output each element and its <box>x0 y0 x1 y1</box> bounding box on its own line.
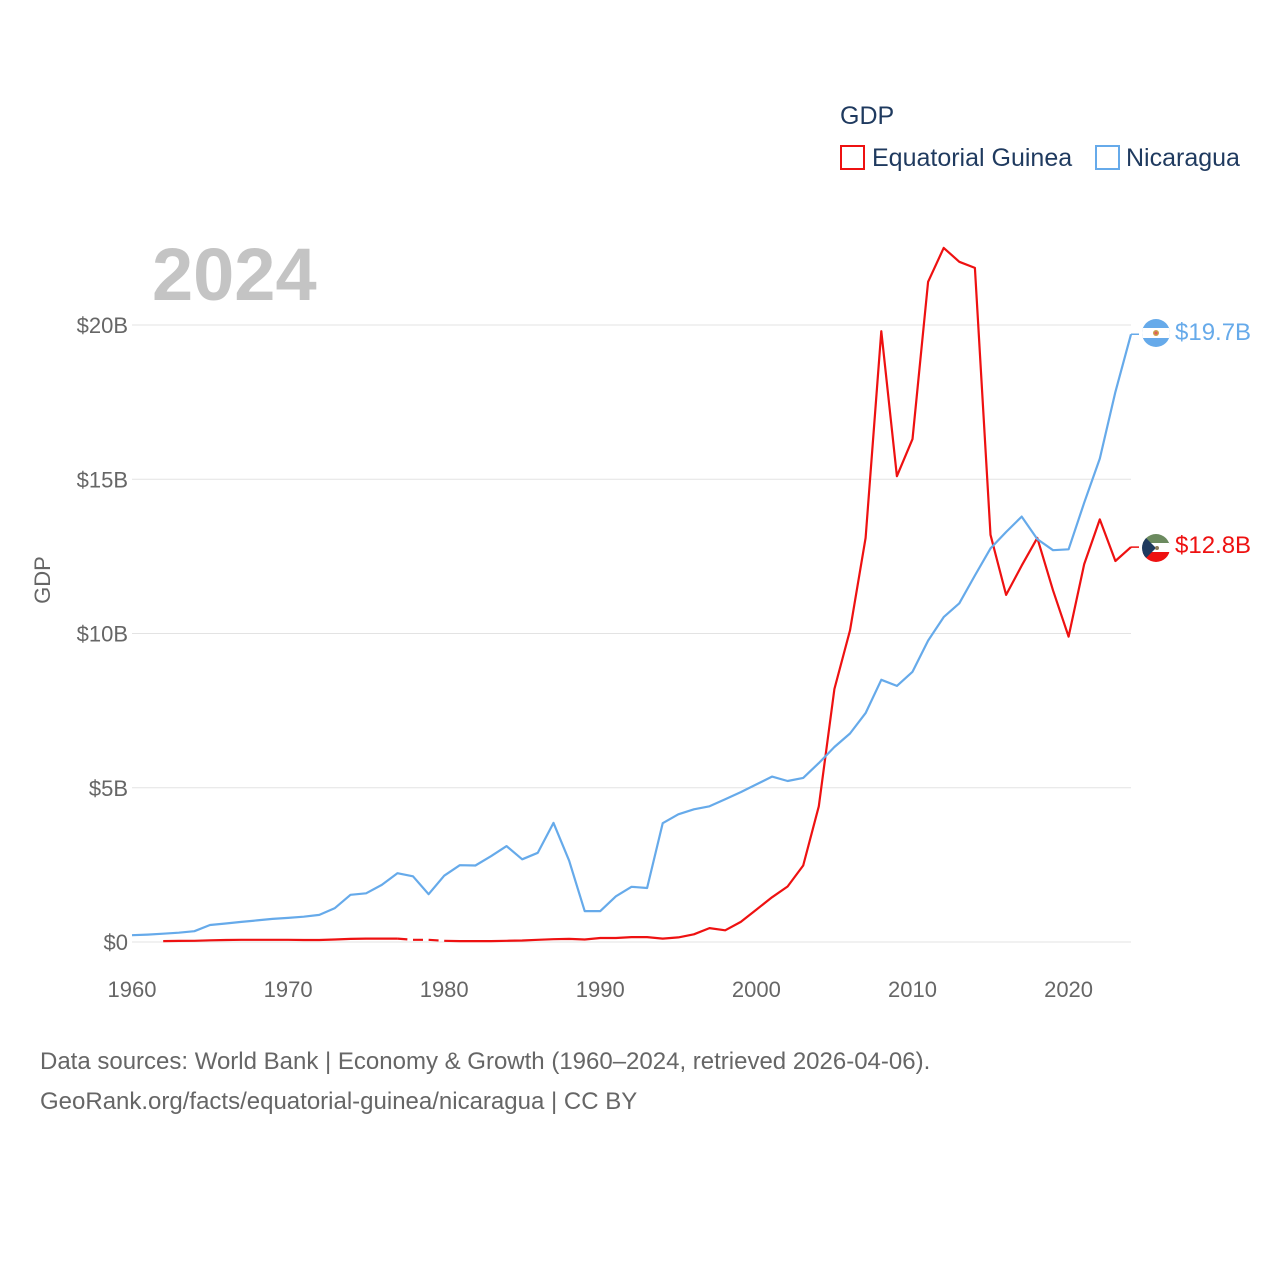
nicaragua-flag-icon <box>1142 319 1170 347</box>
footer-source: Data sources: World Bank | Economy & Gro… <box>40 1042 930 1122</box>
equatorial-guinea-flag-icon <box>1142 534 1170 562</box>
y-tick-label: $10B <box>77 622 128 647</box>
x-tick-label: 2000 <box>732 977 781 1002</box>
end-value-label-nicaragua: $19.7B <box>1175 319 1251 346</box>
legend-swatch-equatorial-guinea[interactable] <box>840 145 865 170</box>
x-axis-ticks: 1960 1970 1980 1990 2000 2010 2020 <box>108 977 1094 1002</box>
y-tick-label: $0 <box>104 930 128 955</box>
series-line-nicaragua[interactable] <box>131 334 1133 937</box>
legend-label-equatorial-guinea[interactable]: Equatorial Guinea <box>872 144 1072 172</box>
grid-lines <box>132 324 1131 943</box>
y-tick-label: $20B <box>77 313 128 338</box>
legend-swatch-nicaragua[interactable] <box>1095 145 1120 170</box>
legend-label-nicaragua[interactable]: Nicaragua <box>1126 144 1240 172</box>
x-tick-label: 2020 <box>1044 977 1093 1002</box>
y-axis-ticks: $0 $5B $10B $15B $20B <box>77 313 128 955</box>
series-line-equatorial-guinea[interactable] <box>163 246 1132 943</box>
x-tick-label: 1990 <box>576 977 625 1002</box>
footer-source-line-1: Data sources: World Bank | Economy & Gro… <box>40 1048 931 1075</box>
end-value-label-equatorial-guinea: $12.8B <box>1175 532 1251 559</box>
x-tick-label: 1970 <box>264 977 313 1002</box>
legend-title: GDP <box>840 102 894 130</box>
footer-source-line-2[interactable]: GeoRank.org/facts/equatorial-guinea/nica… <box>40 1088 638 1115</box>
x-tick-label: 2010 <box>888 977 937 1002</box>
y-tick-label: $5B <box>89 776 128 801</box>
y-axis-title: GDP <box>30 556 55 604</box>
year-label: 2024 <box>152 233 317 316</box>
x-tick-label: 1980 <box>420 977 469 1002</box>
y-tick-label: $15B <box>77 467 128 492</box>
x-tick-label: 1960 <box>108 977 157 1002</box>
series-gap-equatorial-guinea <box>397 937 445 942</box>
series-lines <box>131 246 1139 943</box>
